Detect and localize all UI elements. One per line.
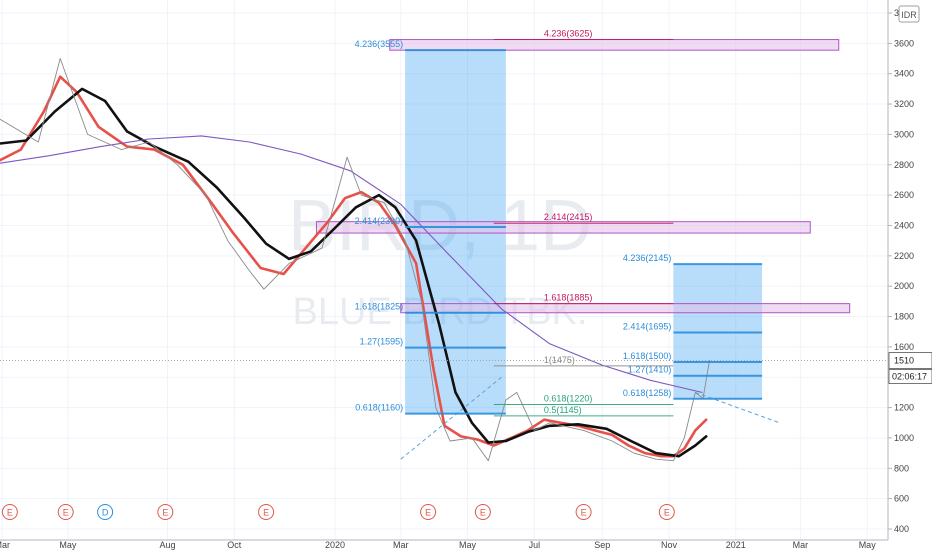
last-price-label: 1510 xyxy=(894,356,914,366)
fib-label: 1.618(1825) xyxy=(355,302,404,312)
event-marker xyxy=(157,504,174,520)
fib-label: 2.414(2390) xyxy=(355,216,404,226)
fib-label: 2.414(2415) xyxy=(544,212,593,222)
fib-levels: 4.236(3555) 1.618(1825) 1.27(1595) 0.618(11… xyxy=(355,29,763,417)
series-line-0 xyxy=(0,75,708,458)
y-tick-label: 1600 xyxy=(894,342,914,352)
last-price-marker: 1510 02:06:17 xyxy=(0,352,932,384)
currency-badge[interactable]: IDR xyxy=(898,5,920,23)
y-tick-label: 3600 xyxy=(894,38,914,48)
resistance-zones xyxy=(315,39,851,314)
event-marker xyxy=(474,504,491,520)
x-tick-label: Mar xyxy=(393,540,409,550)
fib-label: 4.236(3555) xyxy=(355,39,404,49)
series-line-1 xyxy=(0,87,708,458)
fib-label: 0.618(1220) xyxy=(544,394,593,404)
fib-label: 4.236(3625) xyxy=(544,29,593,39)
y-tick-label: 1200 xyxy=(894,403,914,413)
x-tick-label: Jul xyxy=(529,540,541,550)
event-marker xyxy=(420,504,437,520)
trend-line xyxy=(695,391,780,424)
x-tick-label: Aug xyxy=(160,540,176,550)
fib-label: 4.236(2145) xyxy=(623,253,672,263)
resistance-zone xyxy=(400,303,851,314)
countdown-box xyxy=(888,369,932,384)
x-tick-label: Nov xyxy=(661,540,678,550)
event-marker xyxy=(97,504,114,520)
event-marker xyxy=(1,504,18,520)
y-tick-label: 2600 xyxy=(894,190,914,200)
trend-line xyxy=(400,376,502,460)
y-tick-label: 2400 xyxy=(894,220,914,230)
event-label: E xyxy=(480,508,486,518)
fib-label: 1.27(1410) xyxy=(628,365,672,375)
fib-label: 0.618(1258) xyxy=(623,388,672,398)
y-tick-label: 3200 xyxy=(894,99,914,109)
event-label: D xyxy=(102,508,109,518)
fib-label: 0.618(1160) xyxy=(355,403,403,413)
currency-badge-label: IDR xyxy=(901,10,917,20)
y-tick-label: 800 xyxy=(894,463,909,473)
resistance-zone xyxy=(315,221,811,234)
x-tick-label: 2021 xyxy=(726,540,746,550)
resistance-zone xyxy=(389,39,840,51)
x-tick-label: 2020 xyxy=(325,540,345,550)
event-marker xyxy=(57,504,74,520)
fib-label: 0.5(1145) xyxy=(544,405,582,415)
y-tick-label: 600 xyxy=(894,494,909,504)
event-label: E xyxy=(263,508,269,518)
x-tick-label: May xyxy=(859,540,877,550)
x-tick-label: Mar xyxy=(0,540,10,550)
series-line-3 xyxy=(0,58,710,462)
series-line-2 xyxy=(0,135,703,393)
x-tick-label: May xyxy=(459,540,477,550)
event-marker xyxy=(658,504,675,520)
event-label: E xyxy=(664,508,670,518)
last-price-box xyxy=(888,352,932,369)
fib-label: 1(1475) xyxy=(544,355,575,365)
x-tick-label: May xyxy=(59,540,77,550)
event-label: E xyxy=(7,508,13,518)
series-lines xyxy=(0,58,710,462)
event-label: E xyxy=(162,508,168,518)
event-marker xyxy=(258,504,275,520)
fib-label: 1.618(1885) xyxy=(544,293,593,303)
countdown-label: 02:06:17 xyxy=(892,372,927,382)
x-tick-label: Sep xyxy=(594,540,610,550)
y-tick-label: 3400 xyxy=(894,69,914,79)
fib-label: 2.414(1695) xyxy=(623,321,672,331)
event-marker xyxy=(575,504,592,520)
event-label: E xyxy=(581,508,587,518)
y-tick-label: 1000 xyxy=(894,433,914,443)
event-label: E xyxy=(425,508,431,518)
fib-label: 1.618(1500) xyxy=(623,351,672,361)
y-tick-label: 3000 xyxy=(894,129,914,139)
x-tick-label: Mar xyxy=(793,540,809,550)
y-tick-label: 1800 xyxy=(894,312,914,322)
x-tick-label: Oct xyxy=(227,540,242,550)
y-tick-label: 2000 xyxy=(894,281,914,291)
grid xyxy=(0,0,888,540)
y-tick-label: 400 xyxy=(894,524,909,534)
fib-label: 1.27(1595) xyxy=(360,337,404,347)
y-tick-label: 2800 xyxy=(894,160,914,170)
y-tick-label: 2200 xyxy=(894,251,914,261)
event-label: E xyxy=(63,508,69,518)
trend-lines xyxy=(400,376,780,460)
